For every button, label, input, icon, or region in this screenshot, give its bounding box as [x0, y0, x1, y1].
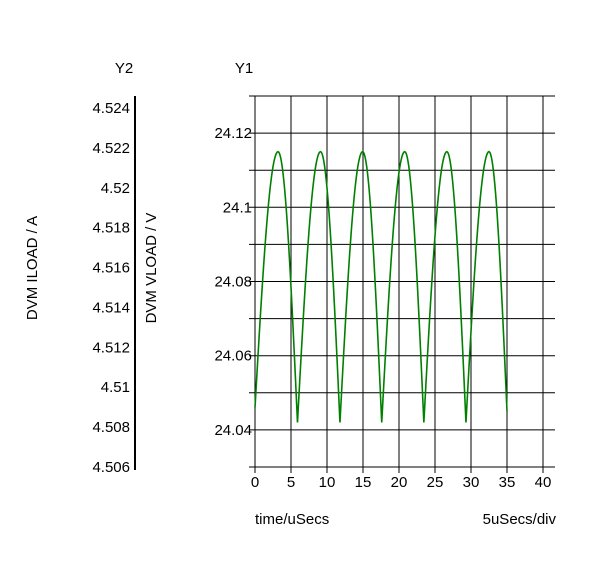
series-group	[254, 150, 508, 423]
y1-tick-label: 24.1	[223, 199, 252, 216]
x-axis-label: time/uSecs	[255, 511, 329, 528]
x-tick-label: 20	[391, 474, 408, 491]
y1-tick-label: 24.08	[214, 274, 252, 291]
x-tick-labels: 0 5 10 15 20 25 30 35 40	[251, 474, 552, 491]
y1-tick-label: 24.04	[214, 422, 252, 439]
plot-grid	[249, 95, 555, 473]
y2-tick-label: 4.52	[101, 180, 130, 197]
y2-tick-label: 4.522	[92, 140, 130, 157]
x-tick-label: 30	[463, 474, 480, 491]
series-line	[254, 150, 508, 423]
y2-tick-label: 4.506	[92, 459, 130, 476]
y2-axis-label: DVM ILOAD / A	[24, 216, 41, 320]
x-tick-label: 0	[251, 474, 259, 491]
x-tick-label: 15	[355, 474, 372, 491]
x-tick-label: 35	[499, 474, 516, 491]
y2-tick-label: 4.524	[92, 100, 130, 117]
y2-tick-labels: 4.524 4.522 4.52 4.518 4.516 4.514 4.512 4.51 4.…	[92, 100, 130, 476]
y2-tick-label: 4.516	[92, 260, 130, 277]
x-tick-label: 25	[427, 474, 444, 491]
y2-tick-label: 4.51	[101, 379, 130, 396]
x-tick-label: 5	[287, 474, 295, 491]
y1-tick-labels: 24.12 24.1 24.08 24.06 24.04	[214, 125, 252, 439]
y2-tick-label: 4.518	[92, 220, 130, 237]
y2-axis-title: Y2	[115, 60, 133, 77]
y1-axis-title: Y1	[235, 60, 253, 77]
y2-tick-label: 4.514	[92, 299, 130, 316]
y2-tick-label: 4.512	[92, 339, 130, 356]
y2-tick-label: 4.508	[92, 419, 130, 436]
x-tick-label: 10	[319, 474, 336, 491]
y1-axis-label: DVM VLOAD / V	[143, 213, 160, 324]
x-tick-label: 40	[535, 474, 552, 491]
y1-tick-label: 24.12	[214, 125, 252, 142]
y1-tick-label: 24.06	[214, 348, 252, 365]
x-scale-label: 5uSecs/div	[483, 511, 557, 528]
